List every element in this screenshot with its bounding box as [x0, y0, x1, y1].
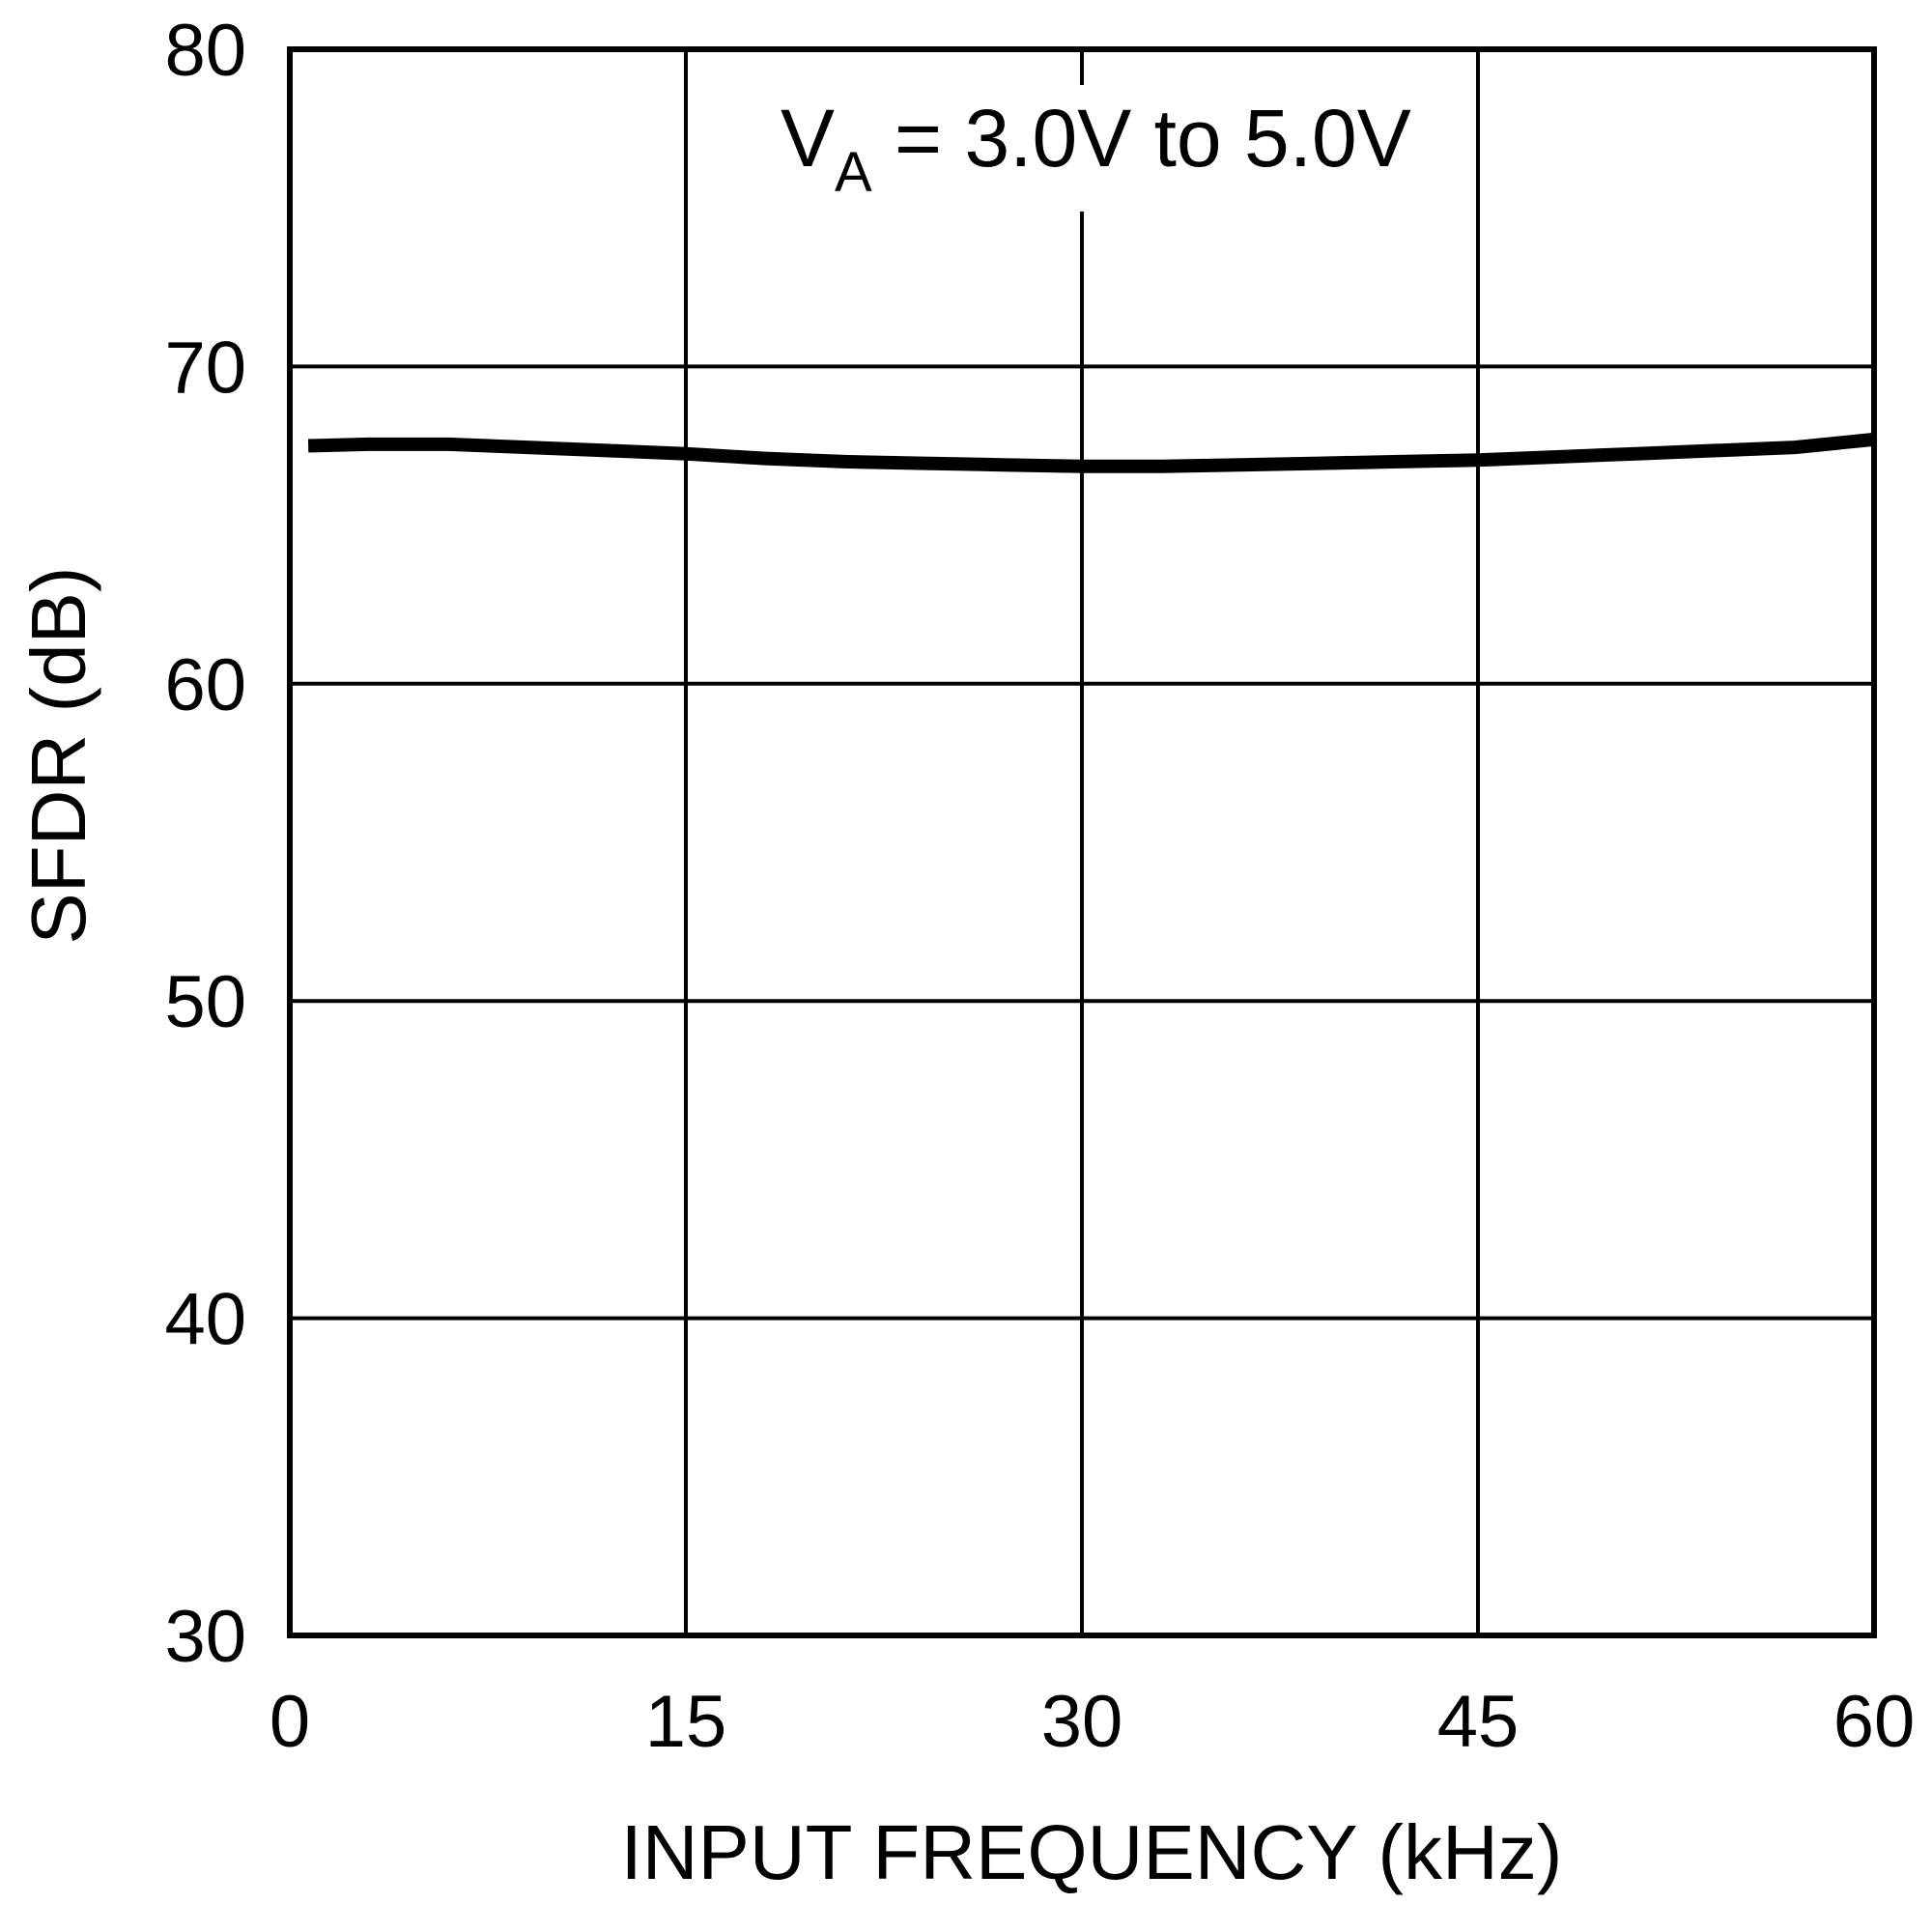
- y-axis-title: SFDR (dB): [15, 566, 101, 944]
- y-tick-label: 70: [164, 327, 246, 409]
- grid-lines: [290, 49, 1874, 1635]
- y-tick-label: 80: [164, 10, 246, 92]
- x-tick-label: 15: [645, 1681, 727, 1763]
- plot-frame: [287, 46, 1877, 1638]
- x-tick-label: 30: [1041, 1681, 1123, 1763]
- x-tick-label: 60: [1833, 1681, 1916, 1763]
- annotation-background: [763, 85, 1429, 212]
- x-tick-labels: 0 15 30 45 60: [270, 1681, 1915, 1763]
- x-tick-label: 45: [1437, 1681, 1520, 1763]
- x-tick-label: 0: [270, 1681, 310, 1763]
- series-line-sfdr: [307, 432, 1875, 473]
- y-tick-label: 60: [164, 644, 246, 726]
- y-tick-labels: 30 40 50 60 70 80: [164, 10, 246, 1678]
- y-tick-label: 30: [164, 1596, 246, 1678]
- x-axis-title: INPUT FREQUENCY (kHz): [621, 1809, 1563, 1895]
- y-tick-label: 40: [164, 1279, 246, 1361]
- annotation-supply-voltage: VA = 3.0V to 5.0V: [781, 93, 1411, 204]
- y-tick-label: 50: [164, 961, 246, 1043]
